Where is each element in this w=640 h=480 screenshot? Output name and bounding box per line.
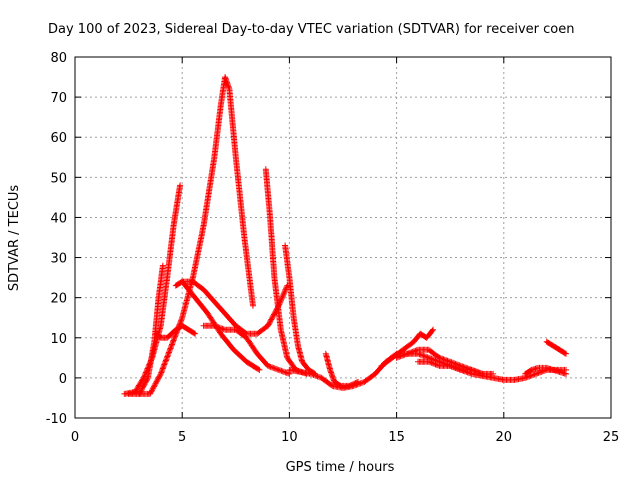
x-tick-label: 10: [281, 430, 298, 445]
series-track-p: [543, 338, 569, 357]
series-track-g: [179, 278, 263, 373]
point-markers: [125, 262, 166, 397]
point-markers: [378, 326, 436, 369]
x-tick-label: 0: [71, 430, 79, 445]
series-track-n: [415, 358, 497, 377]
series-track-h: [262, 166, 310, 377]
y-axis-label: SDTVAR / TECUs: [7, 185, 22, 292]
series-track-b: [125, 262, 166, 397]
point-markers: [262, 166, 310, 377]
point-markers: [322, 350, 361, 389]
plot-frame: [74, 56, 612, 419]
series-track-m: [378, 326, 436, 369]
point-markers: [543, 338, 569, 357]
series-track-k: [322, 350, 361, 389]
chart-title: Day 100 of 2023, Sidereal Day-to-day VTE…: [48, 22, 574, 37]
series-track-i: [282, 242, 319, 377]
point-markers: [179, 278, 263, 373]
point-markers: [415, 358, 497, 377]
grid: [75, 57, 611, 418]
y-tick-label: 80: [50, 51, 67, 66]
y-tick-label: 60: [50, 131, 67, 146]
series-track-o: [522, 364, 569, 377]
series-track-d: [153, 322, 199, 341]
y-axis-ticks: -10 0 10 20 30 40 50 60 70 80: [46, 51, 611, 427]
y-tick-label: 50: [50, 171, 67, 186]
x-tick-label: 15: [388, 430, 405, 445]
x-axis-ticks: 0 5 10 15 20 25: [71, 57, 619, 445]
y-tick-label: 0: [59, 372, 67, 387]
y-tick-label: 70: [50, 91, 67, 106]
y-tick-label: 20: [50, 292, 67, 307]
point-markers: [522, 364, 569, 377]
x-tick-label: 20: [496, 430, 513, 445]
y-tick-label: 30: [50, 252, 67, 267]
y-tick-label: -10: [46, 412, 67, 427]
point-markers: [153, 322, 199, 341]
y-tick-label: 10: [50, 332, 67, 347]
x-axis-label: GPS time / hours: [286, 460, 395, 475]
data-points: [121, 74, 569, 397]
y-tick-label: 40: [50, 211, 67, 226]
point-markers: [282, 242, 319, 377]
x-tick-label: 5: [178, 430, 186, 445]
x-tick-label: 25: [603, 430, 620, 445]
